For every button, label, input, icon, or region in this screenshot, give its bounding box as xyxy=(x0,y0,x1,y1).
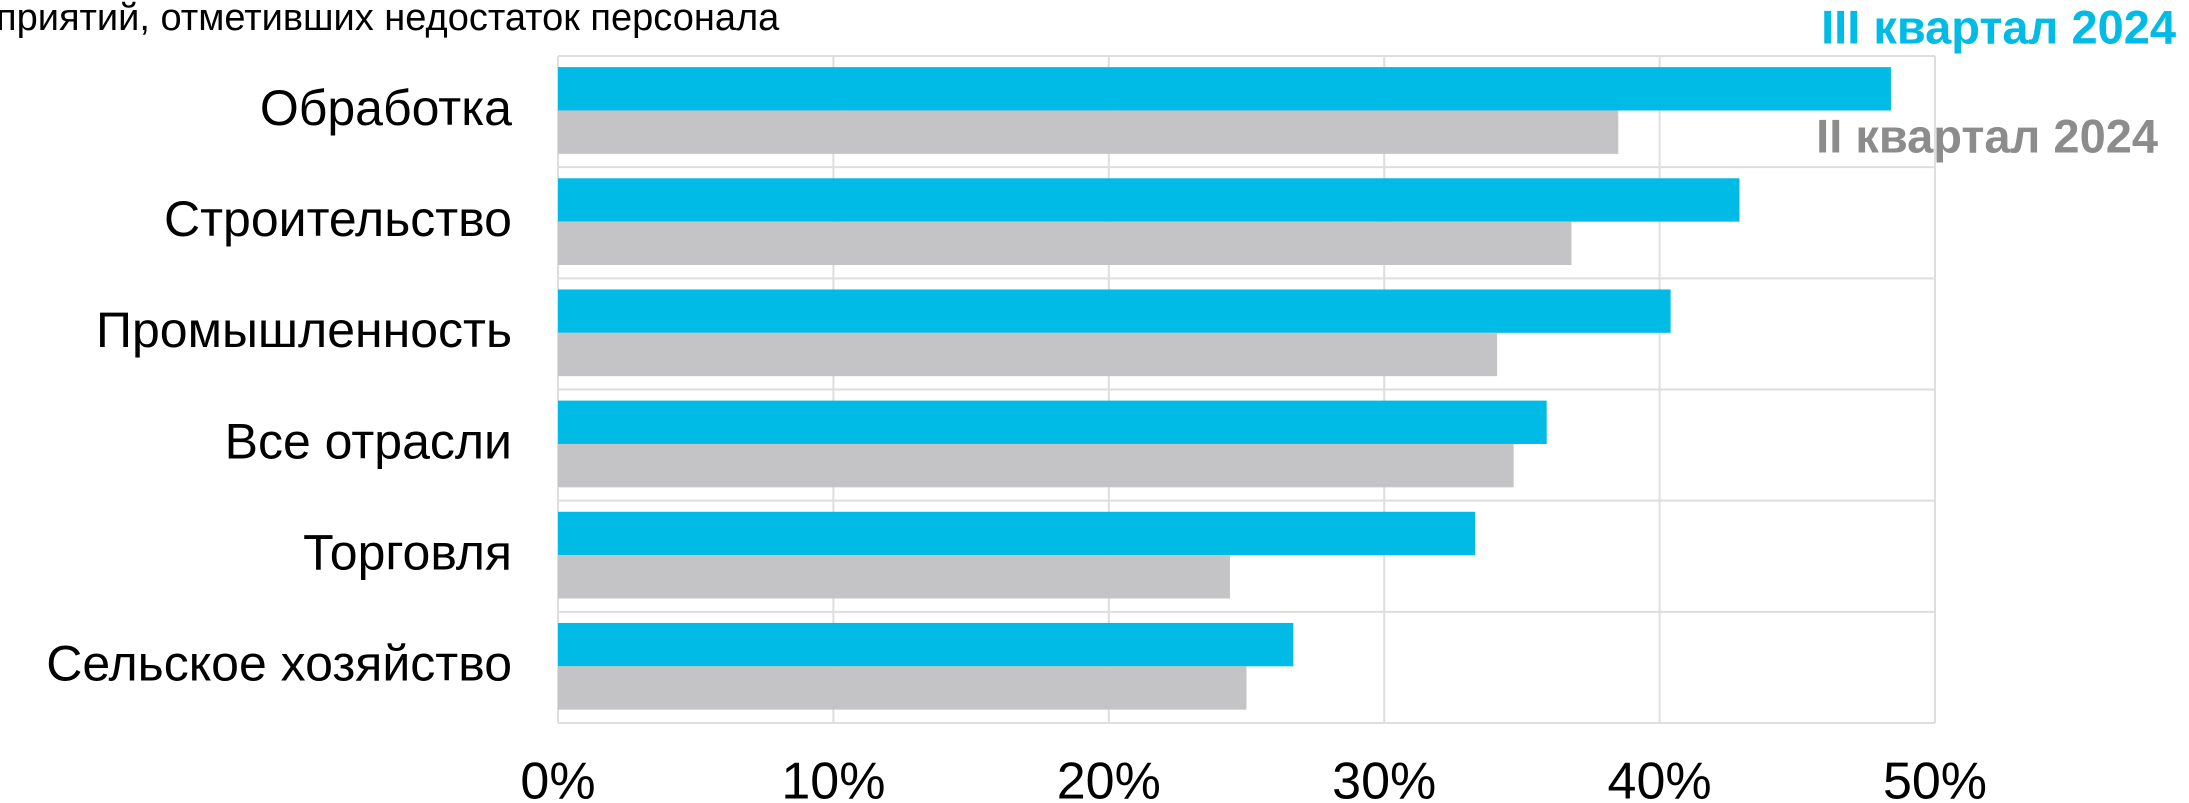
bar xyxy=(558,622,1294,667)
bar xyxy=(558,289,1671,333)
x-tick-label: 40% xyxy=(1608,753,1712,803)
bar xyxy=(558,67,1891,111)
x-tick-label: 30% xyxy=(1332,753,1436,803)
bar xyxy=(558,178,1740,222)
bar xyxy=(558,511,1476,556)
chart-title: приятий, отметивших недостаток персонала xyxy=(0,0,780,39)
legend-label: II квартал 2024 xyxy=(1816,109,2158,162)
y-tick-label: Сельское хозяйство xyxy=(46,636,512,692)
y-tick-label: Все отрасли xyxy=(225,413,512,469)
bar xyxy=(558,332,1498,377)
y-tick-label: Обработка xyxy=(260,80,512,136)
x-tick-label: 50% xyxy=(1883,753,1987,803)
x-tick-label: 10% xyxy=(781,753,885,803)
bar xyxy=(558,666,1247,710)
bar xyxy=(558,221,1572,265)
bar xyxy=(558,110,1619,154)
legend-label: III квартал 2024 xyxy=(1821,0,2176,53)
bar xyxy=(558,443,1514,488)
bar xyxy=(558,555,1230,599)
y-tick-label: Промышленность xyxy=(96,302,512,358)
bar xyxy=(558,400,1547,444)
y-tick-label: Торговля xyxy=(303,524,512,580)
x-tick-label: 20% xyxy=(1057,753,1161,803)
x-tick-label: 0% xyxy=(520,753,595,803)
y-tick-label: Строительство xyxy=(164,191,512,247)
